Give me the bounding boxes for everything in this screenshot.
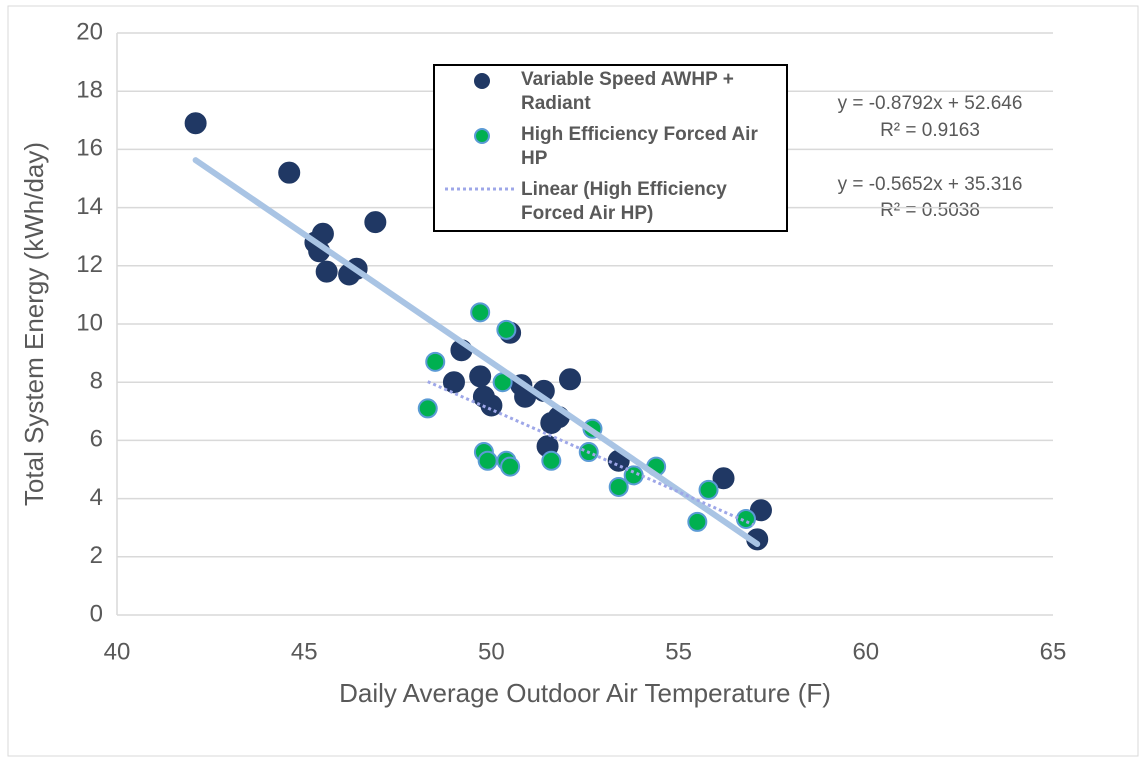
x-tick-label: 60	[852, 638, 879, 665]
data-point	[364, 211, 387, 234]
y-axis-title: Total System Energy (kWh/day)	[19, 142, 49, 506]
legend-marker	[474, 73, 490, 89]
data-point	[541, 450, 562, 471]
y-tick-label: 12	[76, 251, 103, 278]
y-tick-label: 20	[76, 18, 103, 45]
legend-label: High Efficiency Forced Air HP	[521, 124, 758, 169]
data-point	[500, 456, 521, 477]
trend-line	[192, 157, 761, 547]
legend-marker	[474, 128, 490, 144]
trend-equation: y = -0.8792x + 52.646	[838, 93, 1023, 114]
data-point	[749, 499, 772, 522]
y-tick-label: 16	[76, 135, 103, 162]
data-point	[425, 351, 446, 372]
x-tick-label: 50	[478, 638, 505, 665]
trend-r-squared: R² = 0.9163	[880, 120, 980, 141]
x-tick-label: 55	[665, 638, 692, 665]
data-point	[559, 368, 582, 391]
legend-label: Linear (High Efficiency Forced Air HP)	[521, 179, 727, 224]
data-point	[469, 365, 492, 388]
trend-r-squared: R² = 0.5038	[880, 200, 980, 221]
y-tick-label: 10	[76, 309, 103, 336]
y-tick-label: 4	[90, 484, 103, 511]
data-point	[496, 319, 517, 340]
data-point	[698, 479, 719, 500]
trend-equation: y = -0.5652x + 35.316	[838, 174, 1023, 195]
y-tick-label: 6	[90, 426, 103, 453]
data-point	[608, 476, 629, 497]
y-tick-label: 2	[90, 542, 103, 569]
x-axis-title: Daily Average Outdoor Air Temperature (F…	[339, 678, 831, 708]
data-point	[477, 450, 498, 471]
data-point	[417, 398, 438, 419]
legend-symbols	[445, 73, 515, 191]
trend-line	[427, 380, 755, 527]
data-point	[278, 161, 301, 184]
x-tick-label: 40	[104, 638, 131, 665]
data-point	[470, 302, 491, 323]
legend: Variable Speed AWHP + Radiant High Effic…	[433, 64, 788, 232]
data-point	[315, 260, 338, 283]
data-point	[442, 371, 465, 394]
y-tick-label: 8	[90, 368, 103, 395]
x-tick-label: 45	[291, 638, 318, 665]
y-tick-label: 14	[76, 193, 103, 220]
data-point	[184, 112, 207, 135]
frame	[7, 5, 1139, 757]
data-point	[712, 467, 735, 490]
legend-label: Variable Speed AWHP + Radiant	[521, 69, 734, 114]
y-tick-label: 18	[76, 77, 103, 104]
x-tick-label: 65	[1040, 638, 1067, 665]
y-tick-label: 0	[90, 600, 103, 627]
data-point	[687, 511, 708, 532]
